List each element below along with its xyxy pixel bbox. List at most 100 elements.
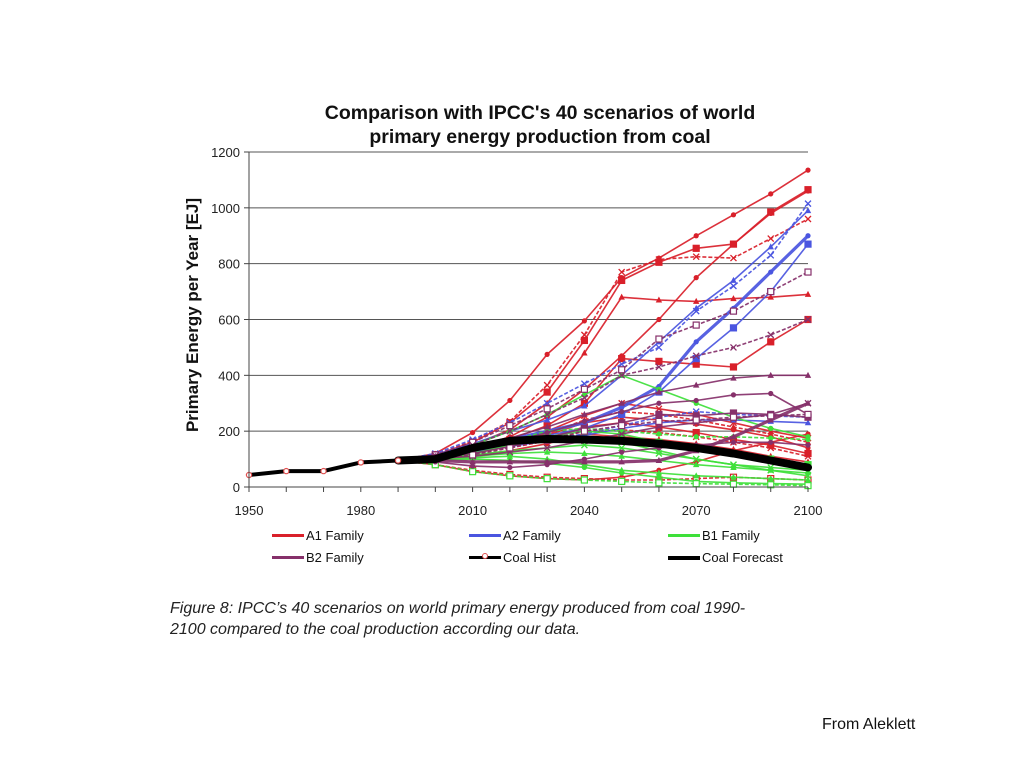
data-point-b2-2 — [543, 410, 551, 418]
data-point-b2-8 — [730, 439, 737, 445]
data-point-b2-4 — [619, 409, 625, 415]
data-point-b1-6 — [692, 480, 700, 488]
data-point-b2-8 — [470, 463, 476, 469]
series-line-b2-7 — [398, 401, 809, 464]
data-point-b1-7 — [692, 455, 700, 463]
data-point-a1-2 — [692, 244, 700, 252]
legend-label-a1: A1 Family — [306, 528, 364, 543]
legend-label-coal-forecast: Coal Forecast — [702, 550, 783, 565]
data-point-b1-6 — [729, 480, 738, 488]
data-point-b2-9 — [580, 427, 589, 435]
axes: 0 200 400 600 800 1000 1200 1950 1980 2010 2040 207… — [211, 145, 822, 518]
y-tick-label: 600 — [218, 313, 240, 328]
data-point-b2-2 — [580, 394, 588, 402]
data-point-a2-3 — [693, 339, 699, 345]
data-point-a1-6 — [655, 357, 663, 365]
data-point-a1-3 — [580, 331, 588, 339]
data-point-b2-4 — [768, 390, 774, 397]
legend-swatch-a2 — [469, 534, 501, 537]
data-point-a1-9 — [730, 427, 737, 433]
data-point-b1-6 — [618, 477, 626, 486]
data-point-b1-1 — [768, 425, 774, 431]
legend-swatch-coal-hist — [469, 553, 501, 559]
data-point-b2-1 — [543, 405, 551, 413]
gridlines — [249, 151, 808, 432]
legend-swatch-coal-forecast — [668, 555, 700, 560]
data-point-b2-1 — [729, 307, 738, 315]
data-point-b2-1 — [692, 321, 700, 329]
data-point-a1-3 — [692, 253, 700, 261]
data-point-a1-4 — [581, 349, 588, 356]
data-point-a2-2 — [543, 416, 551, 423]
x-tick-label: 1950 — [235, 503, 264, 518]
data-point-b2-7 — [469, 458, 476, 465]
legend-label-b1: B1 Family — [702, 528, 760, 543]
data-point-b2-4 — [656, 400, 662, 406]
data-point-b1-4 — [655, 469, 663, 476]
data-point-b2-7 — [655, 456, 663, 463]
data-point-b1-4 — [804, 476, 812, 483]
data-point-a2-1 — [767, 251, 775, 259]
data-point-b2-4 — [581, 418, 588, 424]
data-point-b1-8 — [581, 450, 588, 456]
series-line-b2-8 — [398, 441, 809, 469]
coal-series — [245, 435, 812, 479]
data-point-b2-3 — [693, 381, 700, 388]
legend-item-b1: B1 Family — [668, 528, 760, 543]
data-point-a1-6 — [618, 354, 626, 363]
data-point-b1-6 — [469, 468, 477, 476]
data-point-a1-1 — [805, 167, 811, 173]
chart-title-line-1: Comparison with IPCC's 40 scenarios of w… — [324, 102, 756, 124]
data-point-b1-9 — [768, 435, 774, 441]
data-point-a1-6 — [729, 363, 738, 371]
coal-forecast-line — [394, 435, 812, 472]
data-point-b1-6 — [655, 479, 663, 487]
legend-item-a1: A1 Family — [272, 528, 364, 543]
data-point-b2-3 — [730, 374, 737, 381]
data-point-b2-7 — [804, 399, 812, 406]
figure-caption-line-2: 2100 compared to the coal production acc… — [170, 621, 581, 638]
data-point-a1-2 — [618, 276, 626, 285]
data-point-b2-9 — [655, 417, 663, 425]
data-point-a1-4 — [730, 295, 737, 302]
data-point-a1-1 — [693, 233, 699, 239]
data-point-a1-5 — [693, 275, 699, 281]
data-point-a1-1 — [768, 191, 774, 197]
data-point-a1-1 — [507, 397, 513, 404]
data-point-b2-8 — [768, 439, 774, 445]
data-point-b2-2 — [506, 427, 514, 435]
data-point-b1-6 — [580, 476, 589, 484]
data-point-b2-2 — [618, 371, 626, 379]
data-point-b2-7 — [730, 433, 737, 440]
data-point-b2-1 — [580, 385, 589, 393]
data-point-a2-2 — [730, 276, 737, 283]
data-point-a1-3 — [767, 235, 775, 243]
x-tick-label: 2070 — [682, 503, 711, 518]
data-point-a1-5 — [805, 188, 811, 194]
data-point-b2-6 — [543, 444, 551, 452]
legend-marker-coal-hist — [482, 553, 488, 559]
series-line-a1-3 — [397, 218, 809, 462]
coal-hist-point — [320, 467, 327, 475]
x-tick-label: 1980 — [346, 503, 375, 518]
data-point-a1-6 — [767, 338, 775, 346]
data-point-a2-2 — [693, 304, 700, 311]
data-point-b2-7 — [767, 416, 774, 423]
data-point-b2-8 — [619, 449, 625, 455]
data-point-a1-11 — [767, 444, 775, 452]
data-point-b1-8 — [693, 461, 700, 468]
data-point-a1-1 — [730, 212, 737, 218]
y-tick-label: 400 — [218, 368, 240, 383]
data-point-b1-4 — [767, 475, 774, 482]
data-point-b1-5 — [581, 464, 588, 471]
data-point-b2-8 — [544, 462, 550, 468]
data-point-b2-7 — [618, 458, 625, 465]
data-point-b2-6 — [618, 430, 626, 438]
data-point-a1-3 — [543, 381, 551, 389]
data-point-b1-5 — [619, 470, 625, 476]
data-point-b1-8 — [618, 452, 625, 459]
legend-swatch-b1 — [668, 534, 700, 537]
legend-item-b2: B2 Family — [272, 550, 364, 565]
data-point-b1-8 — [767, 466, 774, 473]
figure-caption-line-1: Figure 8: IPCC’s 40 scenarios on world p… — [170, 600, 746, 617]
